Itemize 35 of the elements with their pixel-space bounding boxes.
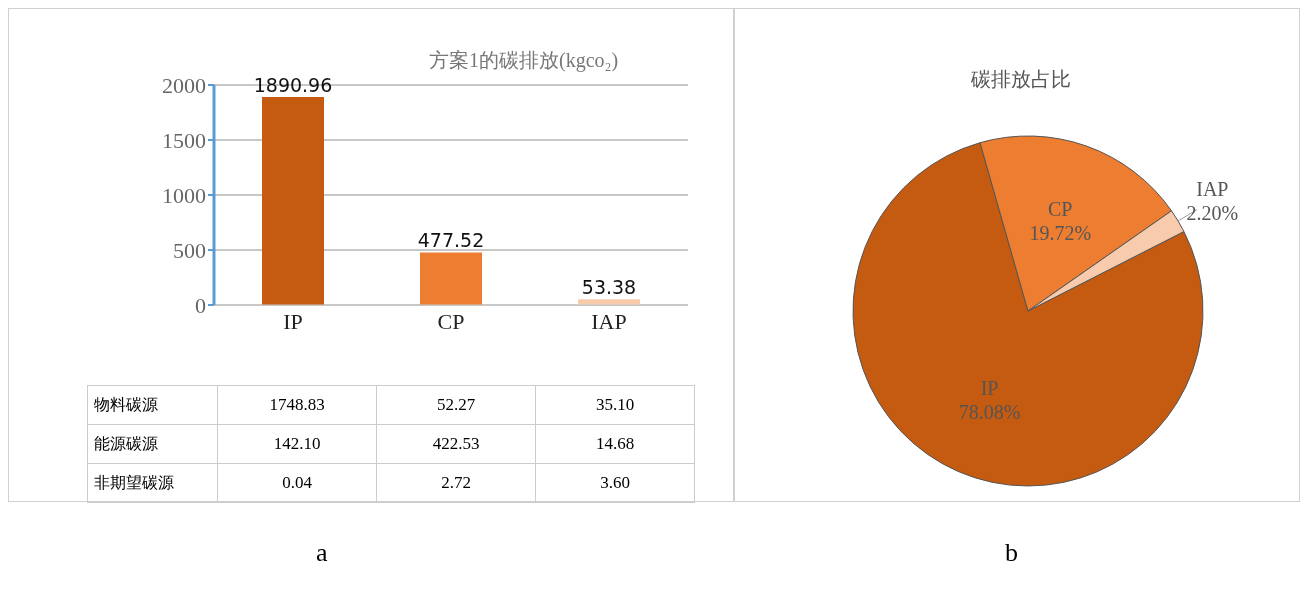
y-tick-label: 0 <box>195 292 206 318</box>
x-tick-label: CP <box>437 308 465 334</box>
text: b <box>1005 538 1018 568</box>
text: a <box>316 538 328 568</box>
category-label: 非期望碳源 <box>94 472 174 492</box>
text: 0.04 <box>282 473 312 492</box>
text: 35.10 <box>595 395 635 414</box>
slice-label: CP <box>1048 198 1073 221</box>
category-label: 能源碳源 <box>94 433 158 453</box>
data-label: 1890.96 <box>253 73 333 96</box>
bar <box>420 252 482 305</box>
y-tick-label: 1500 <box>162 127 206 153</box>
x-tick-label: IAP <box>591 308 627 334</box>
y-tick-label: 2000 <box>162 72 206 98</box>
y-tick-label: 1000 <box>162 182 206 208</box>
y-tick-label: 500 <box>173 237 206 263</box>
chart-title: 碳排放占比 <box>969 66 1072 93</box>
slice-label: IAP <box>1196 178 1229 201</box>
data-label: 78.08% <box>958 401 1021 424</box>
data-label: 477.52 <box>417 229 485 252</box>
text: 142.10 <box>273 434 321 453</box>
text: 14.68 <box>595 434 635 453</box>
data-label: 19.72% <box>1029 222 1092 245</box>
x-tick-label: IP <box>283 308 303 334</box>
data-label: 2.20% <box>1186 202 1239 225</box>
text: 2.72 <box>441 473 471 492</box>
category-label: 物料碳源 <box>94 394 158 414</box>
slice-label: IP <box>980 377 999 400</box>
text: 52.27 <box>436 395 476 414</box>
data-label: 53.38 <box>581 276 637 299</box>
text: 3.60 <box>600 473 630 492</box>
text: 422.53 <box>432 434 480 453</box>
bar <box>262 96 324 305</box>
text: 1748.83 <box>269 395 325 414</box>
chart-title: 方案1的碳排放(kgco₂) <box>429 48 619 74</box>
